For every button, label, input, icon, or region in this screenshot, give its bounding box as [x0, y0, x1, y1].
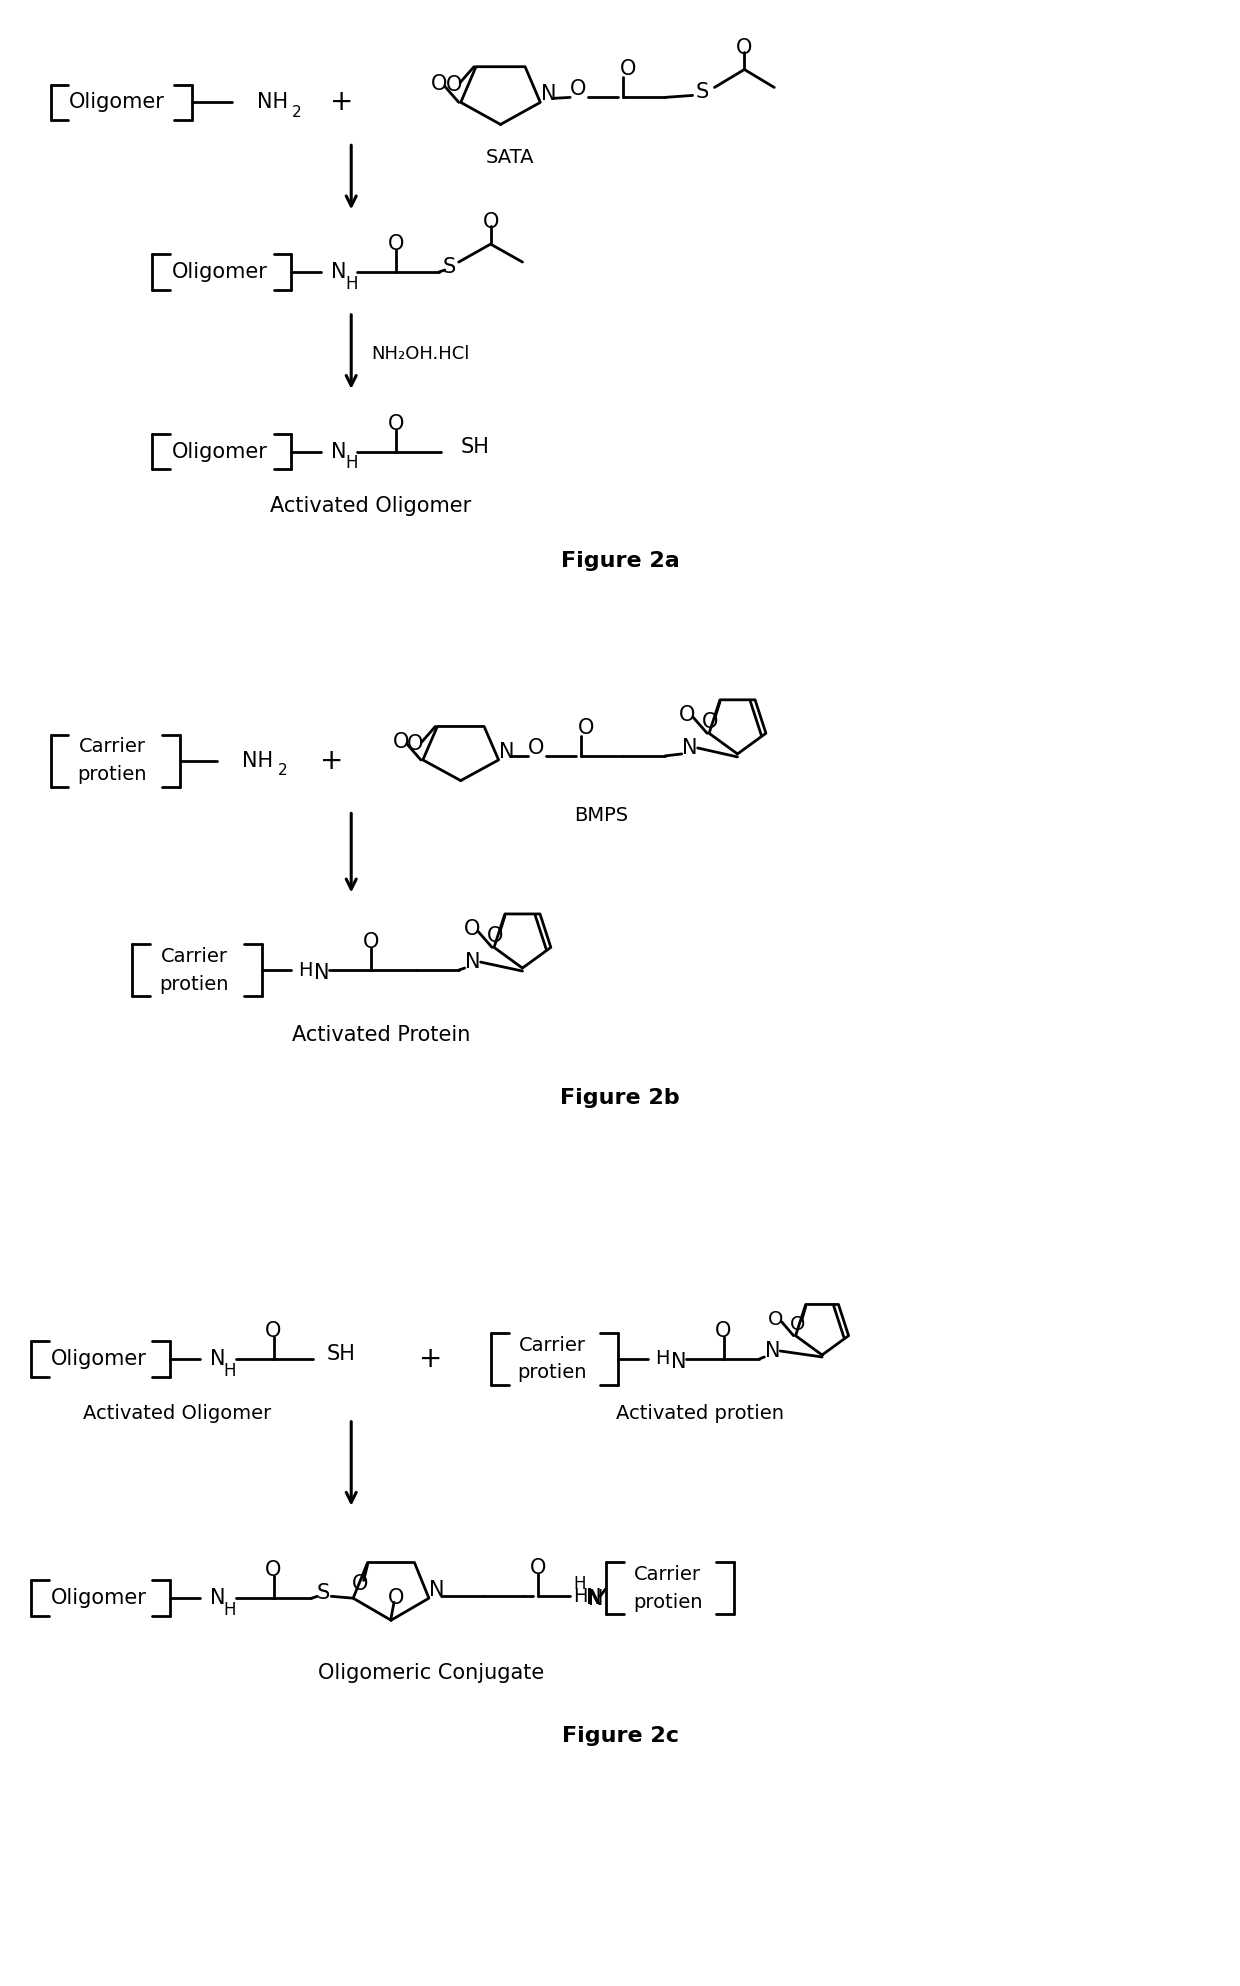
Text: O: O — [351, 1575, 368, 1595]
Text: Carrier: Carrier — [635, 1565, 702, 1585]
Text: O: O — [430, 73, 448, 95]
Text: Oligomer: Oligomer — [69, 93, 165, 113]
Text: O: O — [620, 60, 636, 79]
Text: Oligomer: Oligomer — [51, 1589, 146, 1609]
Text: H: H — [345, 274, 357, 294]
Text: N: N — [429, 1581, 445, 1601]
Text: N: N — [331, 262, 347, 282]
Text: O: O — [407, 735, 424, 755]
Text: Activated protien: Activated protien — [615, 1404, 784, 1424]
Text: O: O — [482, 213, 498, 232]
Text: O: O — [487, 925, 503, 945]
Text: H: H — [345, 455, 357, 473]
Text: protien: protien — [159, 975, 228, 993]
Text: Activated Oligomer: Activated Oligomer — [270, 496, 471, 516]
Text: protien: protien — [517, 1364, 587, 1382]
Text: +: + — [330, 89, 353, 117]
Text: O: O — [531, 1559, 547, 1579]
Text: NH₂OH.HCl: NH₂OH.HCl — [371, 346, 470, 363]
Text: Oligomer: Oligomer — [172, 262, 268, 282]
Text: H: H — [223, 1601, 237, 1619]
Text: O: O — [265, 1321, 281, 1341]
Text: N: N — [210, 1589, 226, 1609]
Text: O: O — [393, 733, 409, 753]
Text: Carrier: Carrier — [79, 737, 146, 757]
Text: O: O — [680, 705, 696, 725]
Text: SATA: SATA — [486, 147, 534, 167]
Text: O: O — [363, 931, 379, 951]
Text: Oligomeric Conjugate: Oligomeric Conjugate — [317, 1662, 544, 1682]
Text: H: H — [573, 1587, 588, 1607]
Text: H: H — [223, 1362, 237, 1380]
Text: N: N — [210, 1348, 226, 1368]
Text: O: O — [446, 75, 463, 95]
Text: N: N — [588, 1589, 604, 1609]
Text: O: O — [737, 38, 753, 58]
Text: Activated Oligomer: Activated Oligomer — [83, 1404, 272, 1424]
Text: 2: 2 — [278, 763, 288, 779]
Text: H: H — [573, 1575, 585, 1593]
Text: N: N — [682, 739, 697, 759]
Text: BMPS: BMPS — [574, 806, 629, 824]
Text: Figure 2c: Figure 2c — [562, 1726, 678, 1746]
Text: O: O — [388, 234, 404, 254]
Text: SH: SH — [461, 437, 490, 457]
Text: N: N — [765, 1341, 780, 1360]
Text: NH: NH — [257, 93, 288, 113]
Text: Figure 2a: Figure 2a — [560, 552, 680, 572]
Text: NH: NH — [242, 751, 273, 771]
Text: N: N — [498, 743, 515, 763]
Text: O: O — [265, 1561, 281, 1581]
Text: O: O — [715, 1321, 732, 1341]
Text: S: S — [316, 1583, 330, 1603]
Text: O: O — [388, 413, 404, 433]
Text: O: O — [528, 739, 544, 759]
Text: O: O — [570, 79, 587, 99]
Text: O: O — [578, 719, 594, 739]
Text: Carrier: Carrier — [518, 1335, 585, 1354]
Text: N: N — [315, 963, 330, 983]
Text: N: N — [541, 85, 556, 105]
Text: H: H — [655, 1348, 670, 1368]
Text: protien: protien — [634, 1593, 703, 1613]
Text: +: + — [419, 1345, 443, 1372]
Text: +: + — [320, 747, 343, 775]
Text: protien: protien — [78, 765, 148, 784]
Text: N: N — [587, 1589, 601, 1609]
Text: Carrier: Carrier — [160, 947, 227, 965]
Text: 2: 2 — [291, 105, 301, 119]
Text: SH: SH — [326, 1345, 355, 1364]
Text: S: S — [443, 256, 455, 276]
Text: O: O — [464, 920, 480, 939]
Text: S: S — [696, 81, 709, 103]
Text: O: O — [768, 1311, 784, 1329]
Text: N: N — [465, 951, 480, 971]
Text: Oligomer: Oligomer — [51, 1348, 146, 1368]
Text: Activated Protein: Activated Protein — [291, 1025, 470, 1045]
Text: O: O — [790, 1315, 806, 1335]
Text: N: N — [331, 441, 347, 461]
Text: O: O — [388, 1589, 404, 1609]
Text: N: N — [671, 1352, 686, 1372]
Text: O: O — [702, 711, 718, 731]
Text: Figure 2b: Figure 2b — [560, 1088, 680, 1108]
Text: Oligomer: Oligomer — [172, 441, 268, 461]
Text: H: H — [299, 961, 312, 979]
